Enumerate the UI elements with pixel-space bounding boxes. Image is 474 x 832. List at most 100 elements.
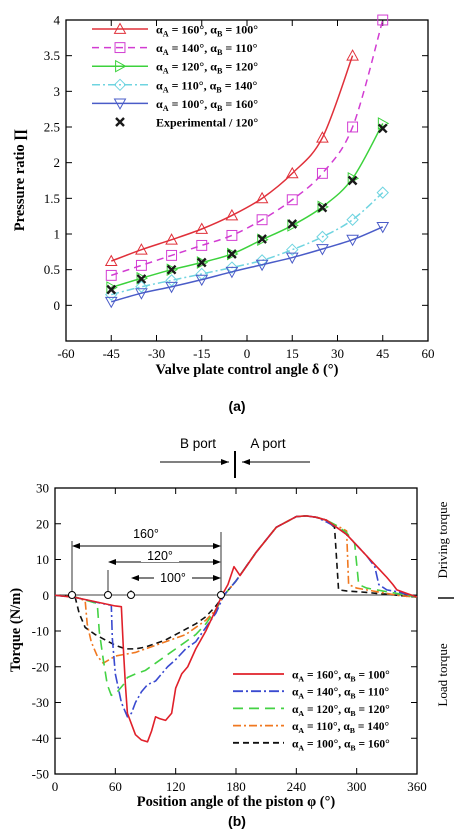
port-b-arrowhead	[221, 459, 229, 465]
chart-a-x-tick-label: 0	[244, 346, 251, 361]
chart-a-point-1	[135, 259, 147, 271]
chart-b-y-tick-label: -50	[32, 767, 49, 782]
chart-a-point-2	[227, 247, 239, 261]
chart-b-y-tick-label: 0	[43, 588, 50, 603]
chart-a-point-5	[287, 219, 298, 229]
chart-b-series-line-4	[54, 515, 418, 650]
chart-b-series-line-3	[54, 515, 418, 664]
load-torque-label: Load torque	[435, 643, 450, 706]
chart-a-x-tick-labels: -60 -45 -30 -15 0 15 30 45 60	[57, 346, 434, 361]
chart-a-x-tick-label: 30	[331, 346, 344, 361]
chart-a-point-1	[316, 167, 328, 179]
chart-b-y-tick-label: -30	[32, 695, 49, 710]
chart-a-pressure-ratio: -60 -45 -30 -15 0 15 30 45 60 00.511.522.533.54 …	[12, 13, 435, 379]
panel-a-label: (a)	[228, 398, 245, 414]
chart-a-y-tick-label: 1.5	[44, 191, 60, 206]
chart-a-x-tick-label: -15	[193, 346, 210, 361]
dim-100-label: 100°	[160, 571, 186, 585]
chart-a-point-1	[286, 194, 298, 206]
chart-a-point-1	[256, 214, 268, 226]
dim-120-label: 120°	[147, 549, 173, 563]
chart-a-point-0	[165, 233, 178, 245]
chart-a-y-tick-labels: 0 0.5 1 1.5 2 2.5 3 3.5 4	[44, 13, 61, 313]
chart-a-point-4	[165, 281, 178, 294]
chart-a-point-2	[166, 263, 179, 277]
chart-a-point-4	[285, 252, 299, 265]
chart-a-point-1	[347, 121, 359, 133]
chart-b-x-tick-labels: 0 60 120 180 240 300 360	[52, 779, 427, 794]
chart-b-x-tick-label: 240	[287, 779, 307, 794]
chart-a-legend-label-3: αA = 110°, αB = 140°	[156, 78, 258, 94]
chart-a-point-5	[377, 123, 388, 134]
chart-a-point-3	[376, 186, 389, 199]
chart-a-point-0	[135, 243, 148, 255]
chart-a-point-1	[196, 239, 208, 251]
chart-b-legend-label-0: αA = 160°, αB = 100°	[292, 670, 390, 684]
chart-a-legend-marker-3	[113, 78, 127, 92]
chart-a-x-tick-label: 15	[286, 346, 299, 361]
chart-a-legend: αA = 160°, αB = 100° αA = 140°, αB = 110°…	[92, 22, 258, 130]
chart-a-series-line-1	[111, 19, 384, 277]
chart-a-y-axis-label: Pressure ratio ∏	[12, 129, 28, 231]
chart-a-point-4	[104, 296, 118, 309]
chart-a-legend-label-5: Experimental / 120°	[156, 116, 258, 130]
chart-a-point-4	[255, 259, 269, 272]
chart-b-series	[54, 515, 418, 743]
chart-a-point-1	[166, 249, 178, 261]
chart-b-y-tick-label: -10	[32, 624, 49, 639]
chart-b-x-tick-label: 0	[52, 779, 59, 794]
chart-a-point-1	[105, 269, 117, 281]
chart-a-y-tick-label: 4	[54, 13, 61, 28]
chart-a-legend-marker-4	[113, 98, 127, 110]
chart-a-point-0	[316, 131, 329, 143]
chart-a-point-5	[317, 202, 328, 213]
chart-b-ticks	[54, 487, 418, 775]
chart-b-y-tick-label: 10	[36, 552, 49, 567]
chart-a-legend-label-0: αA = 160°, αB = 100°	[156, 23, 258, 39]
chart-a-y-tick-label: 0	[54, 298, 61, 313]
chart-b-x-tick-label: 300	[347, 779, 367, 794]
chart-a-y-tick-label: 2	[54, 155, 61, 170]
chart-a-legend-label-4: αA = 100°, αB = 160°	[156, 97, 258, 113]
chart-a-x-tick-label: 45	[376, 346, 389, 361]
chart-a-y-tick-label: 3.5	[44, 48, 60, 63]
chart-a-point-1	[377, 14, 389, 26]
chart-a-point-0	[104, 254, 118, 267]
chart-a-point-5	[227, 249, 237, 259]
chart-a-point-5	[166, 264, 177, 275]
chart-a-legend-label-1: αA = 140°, αB = 110°	[156, 41, 258, 57]
port-indicator: B port A port	[160, 436, 310, 478]
chart-b-y-tick-label: 20	[36, 516, 49, 531]
chart-b-legend-label-3: αA = 110°, αB = 140°	[292, 721, 390, 735]
chart-a-series-line-2	[111, 123, 384, 289]
port-b-label: B port	[180, 436, 216, 451]
chart-b-x-tick-label: 60	[109, 779, 122, 794]
chart-a-y-tick-label: 3	[54, 84, 61, 99]
chart-a-point-3	[346, 213, 359, 226]
chart-a-y-tick-label: 1	[54, 227, 61, 242]
chart-a-x-axis-label: Valve plate control angle δ (°)	[156, 362, 339, 378]
chart-a-legend-marker-5	[115, 117, 125, 127]
port-a-arrowhead	[242, 459, 250, 465]
chart-a-point-3	[316, 230, 329, 244]
chart-a-point-4	[225, 266, 239, 279]
chart-b-legend: αA = 160°, αB = 100° αA = 140°, αB = 110°…	[233, 670, 390, 752]
chart-b-y-tick-labels: -50 -40 -30 -20 -10 0 10 20 30	[32, 481, 49, 782]
chart-a-x-tick-label: -30	[148, 346, 165, 361]
chart-b-x-tick-label: 360	[407, 779, 427, 794]
chart-a-legend-marker-2	[115, 59, 127, 73]
angle-dimensions: 160° 120° 100°	[68, 526, 225, 599]
chart-a-legend-marker-1	[114, 42, 126, 54]
chart-a-point-0	[346, 49, 359, 61]
chart-a-point-0	[195, 222, 209, 234]
chart-a-point-4	[195, 274, 209, 287]
chart-a-point-3	[165, 274, 178, 287]
chart-b-y-tick-label: -20	[32, 659, 49, 674]
chart-a-point-5	[347, 175, 358, 186]
chart-a-point-4	[376, 221, 390, 234]
chart-a-series	[104, 14, 390, 309]
chart-a-point-3	[225, 261, 239, 274]
chart-b-y-tick-label: -40	[32, 731, 49, 746]
chart-a-point-4	[346, 234, 359, 247]
chart-a-point-0	[225, 208, 239, 221]
